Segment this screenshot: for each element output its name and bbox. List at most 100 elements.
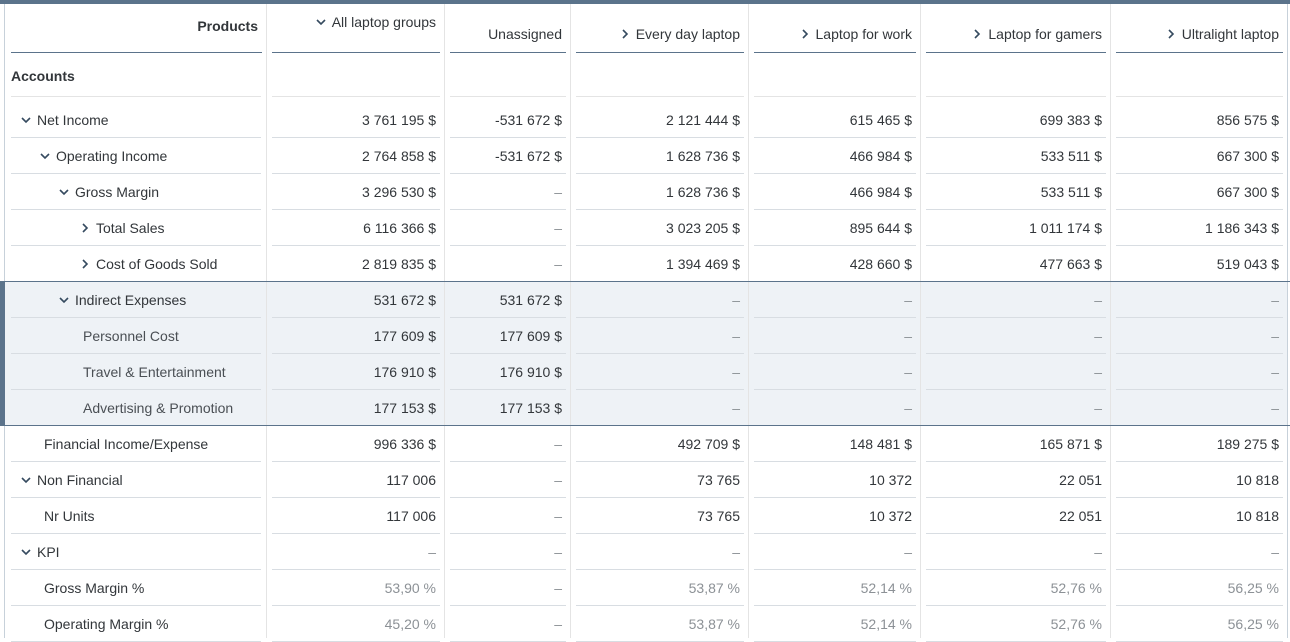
table-cell[interactable]: – (428, 544, 436, 560)
table-row[interactable]: Nr Units 117 006 – 73 765 10 372 22 051 10 818 (5, 498, 1287, 534)
table-cell[interactable]: 2 764 858 $ (362, 148, 436, 164)
table-cell[interactable]: – (1094, 544, 1102, 560)
products-dimension-label[interactable]: Products (197, 18, 258, 34)
table-cell[interactable]: – (904, 328, 912, 344)
column-header[interactable]: Laptop for work (748, 4, 920, 55)
table-cell[interactable]: 10 818 (1236, 472, 1279, 488)
table-cell[interactable]: 10 818 (1236, 508, 1279, 524)
column-header-label[interactable]: Every day laptop (618, 26, 740, 42)
table-cell[interactable]: 667 300 $ (1216, 148, 1279, 164)
table-cell[interactable]: – (732, 544, 740, 560)
table-cell[interactable]: 53,87 % (688, 580, 740, 596)
column-header-label[interactable]: All laptop groups (314, 14, 436, 30)
table-row[interactable]: Cost of Goods Sold 2 819 835 $ – 1 394 469 … (5, 246, 1287, 282)
table-cell[interactable]: – (554, 472, 562, 488)
chevron-right-icon[interactable] (798, 26, 812, 42)
row-account-label[interactable]: Travel & Entertainment (83, 354, 226, 390)
table-cell[interactable]: 52,76 % (1050, 580, 1102, 596)
chevron-down-icon[interactable] (19, 462, 33, 498)
table-row[interactable]: Advertising & Promotion 177 153 $ 177 153 … (5, 390, 1287, 426)
row-account-label[interactable]: Cost of Goods Sold (78, 246, 217, 282)
chevron-right-icon[interactable] (78, 246, 92, 282)
table-cell[interactable]: 1 394 469 $ (666, 256, 740, 272)
table-cell[interactable]: 22 051 (1059, 472, 1102, 488)
table-cell[interactable]: 856 575 $ (1216, 112, 1279, 128)
table-row[interactable]: Operating Income 2 764 858 $ -531 672 $ 1 6… (5, 138, 1287, 174)
table-cell[interactable]: – (904, 544, 912, 560)
table-cell[interactable]: 176 910 $ (373, 364, 436, 380)
table-cell[interactable]: 428 660 $ (849, 256, 912, 272)
table-cell[interactable]: – (904, 364, 912, 380)
table-cell[interactable]: 519 043 $ (1216, 256, 1279, 272)
table-cell[interactable]: – (554, 616, 562, 632)
table-cell[interactable]: – (1094, 328, 1102, 344)
table-cell[interactable]: -531 672 $ (495, 112, 562, 128)
table-cell[interactable]: 148 481 $ (849, 436, 912, 452)
table-cell[interactable]: 492 709 $ (677, 436, 740, 452)
table-cell[interactable]: – (1271, 292, 1279, 308)
table-row[interactable]: Operating Margin % 45,20 % – 53,87 % 52,14 %… (5, 606, 1287, 642)
table-cell[interactable]: 3 023 205 $ (666, 220, 740, 236)
table-cell[interactable]: -531 672 $ (495, 148, 562, 164)
table-row[interactable]: Gross Margin % 53,90 % – 53,87 % 52,14 % 52,7… (5, 570, 1287, 606)
table-cell[interactable]: – (732, 292, 740, 308)
table-cell[interactable]: – (732, 364, 740, 380)
chevron-down-icon[interactable] (57, 174, 71, 210)
table-row[interactable]: Indirect Expenses 531 672 $ 531 672 $ – – – – (5, 282, 1287, 318)
table-cell[interactable]: – (554, 256, 562, 272)
table-cell[interactable]: 73 765 (697, 472, 740, 488)
column-header-label[interactable]: Unassigned (488, 26, 562, 42)
table-cell[interactable]: 477 663 $ (1039, 256, 1102, 272)
table-cell[interactable]: – (1271, 364, 1279, 380)
table-row[interactable]: Personnel Cost 177 609 $ 177 609 $ – – – – (5, 318, 1287, 354)
chevron-down-icon[interactable] (314, 14, 328, 30)
table-cell[interactable]: 533 511 $ (1040, 184, 1102, 200)
table-cell[interactable]: 3 296 530 $ (362, 184, 436, 200)
table-cell[interactable]: 6 116 366 $ (363, 220, 436, 236)
table-cell[interactable]: 1 011 174 $ (1029, 220, 1102, 236)
row-account-label[interactable]: Non Financial (19, 462, 123, 498)
table-cell[interactable]: – (554, 220, 562, 236)
table-cell[interactable]: 165 871 $ (1039, 436, 1102, 452)
chevron-down-icon[interactable] (19, 102, 33, 138)
table-row[interactable]: KPI – – – – – – (5, 534, 1287, 570)
row-account-label[interactable]: Gross Margin % (44, 570, 144, 606)
table-cell[interactable]: – (1271, 544, 1279, 560)
row-account-label[interactable]: Advertising & Promotion (83, 390, 233, 426)
table-cell[interactable]: – (554, 508, 562, 524)
table-cell[interactable]: 177 609 $ (373, 328, 436, 344)
table-cell[interactable]: 117 006 (386, 508, 436, 524)
row-account-label[interactable]: KPI (19, 534, 60, 570)
chevron-right-icon[interactable] (1164, 26, 1178, 42)
table-cell[interactable]: 56,25 % (1227, 616, 1279, 632)
table-cell[interactable]: 177 609 $ (499, 328, 562, 344)
table-cell[interactable]: – (904, 292, 912, 308)
table-cell[interactable]: 52,14 % (860, 616, 912, 632)
chevron-down-icon[interactable] (19, 534, 33, 570)
row-account-label[interactable]: Gross Margin (57, 174, 159, 210)
row-account-label[interactable]: Indirect Expenses (57, 282, 186, 318)
table-cell[interactable]: 177 153 $ (373, 400, 436, 416)
chevron-down-icon[interactable] (38, 138, 52, 174)
table-cell[interactable]: 52,14 % (860, 580, 912, 596)
table-cell[interactable]: – (1094, 292, 1102, 308)
table-cell[interactable]: – (732, 328, 740, 344)
table-cell[interactable]: 53,90 % (384, 580, 436, 596)
table-cell[interactable]: 189 275 $ (1216, 436, 1279, 452)
row-account-label[interactable]: Personnel Cost (83, 318, 179, 354)
column-header[interactable]: All laptop groups (266, 4, 444, 55)
table-cell[interactable]: 699 383 $ (1039, 112, 1102, 128)
chevron-right-icon[interactable] (78, 210, 92, 246)
table-cell[interactable]: 117 006 (386, 472, 436, 488)
column-header-label[interactable]: Laptop for gamers (970, 26, 1102, 42)
row-account-label[interactable]: Nr Units (44, 498, 95, 534)
column-header[interactable]: Laptop for gamers (920, 4, 1110, 55)
table-cell[interactable]: 177 153 $ (499, 400, 562, 416)
table-cell[interactable]: 10 372 (869, 472, 912, 488)
table-cell[interactable]: – (1271, 400, 1279, 416)
column-header-label[interactable]: Laptop for work (798, 26, 912, 42)
table-cell[interactable]: 45,20 % (384, 616, 436, 632)
chevron-right-icon[interactable] (618, 26, 632, 42)
table-cell[interactable]: 996 336 $ (373, 436, 436, 452)
table-cell[interactable]: 52,76 % (1050, 616, 1102, 632)
